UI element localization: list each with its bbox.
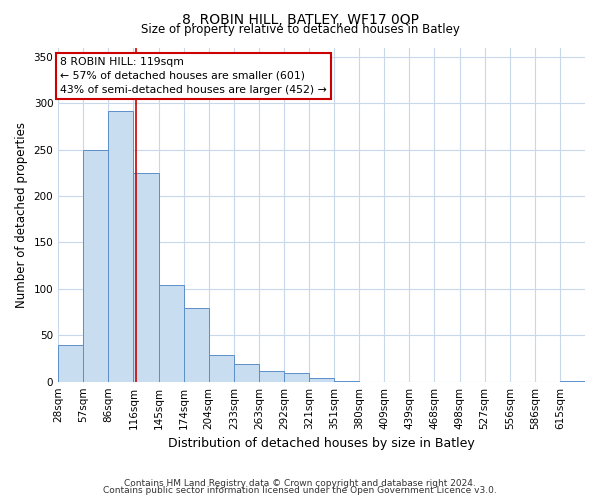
- Bar: [58, 346, 83, 382]
- Bar: [158, 285, 184, 382]
- Y-axis label: Number of detached properties: Number of detached properties: [15, 122, 28, 308]
- Text: 8, ROBIN HILL, BATLEY, WF17 0QP: 8, ROBIN HILL, BATLEY, WF17 0QP: [182, 12, 419, 26]
- Bar: [560, 381, 585, 382]
- Text: Contains HM Land Registry data © Crown copyright and database right 2024.: Contains HM Land Registry data © Crown c…: [124, 478, 476, 488]
- Text: 8 ROBIN HILL: 119sqm
← 57% of detached houses are smaller (601)
43% of semi-deta: 8 ROBIN HILL: 119sqm ← 57% of detached h…: [60, 57, 327, 95]
- Bar: [259, 372, 284, 382]
- Bar: [209, 355, 234, 382]
- Bar: [109, 110, 133, 382]
- Bar: [184, 308, 209, 382]
- Bar: [309, 378, 334, 382]
- Bar: [284, 374, 309, 382]
- Bar: [234, 364, 259, 382]
- Bar: [334, 381, 359, 382]
- Text: Contains public sector information licensed under the Open Government Licence v3: Contains public sector information licen…: [103, 486, 497, 495]
- Bar: [133, 173, 158, 382]
- X-axis label: Distribution of detached houses by size in Batley: Distribution of detached houses by size …: [168, 437, 475, 450]
- Bar: [83, 150, 109, 382]
- Text: Size of property relative to detached houses in Batley: Size of property relative to detached ho…: [140, 22, 460, 36]
